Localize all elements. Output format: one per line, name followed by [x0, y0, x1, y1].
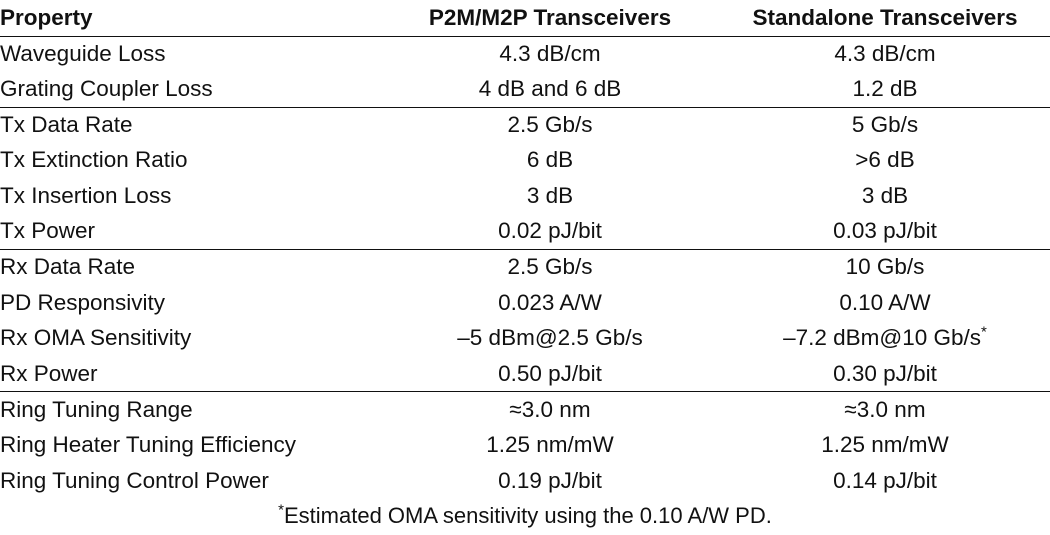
p2m-m2p-cell: 0.19 pJ/bit [498, 467, 602, 493]
header-p2m-m2p: P2M/M2P Transceivers [380, 0, 720, 37]
p2m-m2p-cell: 2.5 Gb/s [507, 111, 593, 137]
p2m-m2p-cell: 4.3 dB/cm [499, 40, 601, 66]
footnote-marker: * [278, 501, 284, 519]
property-cell: Tx Power [0, 213, 380, 251]
property-cell: Tx Data Rate [0, 111, 133, 137]
standalone-cell: 0.10 A/W [839, 289, 931, 315]
property-cell: Rx Data Rate [0, 254, 136, 280]
table-row: Ring Heater Tuning Efficiency 1.25 nm/mW 1… [0, 428, 1050, 464]
standalone-cell: 5 Gb/s [851, 111, 919, 137]
table-row: Tx Power 0.02 pJ/bit 0.03 pJ/bit [0, 213, 1050, 251]
standalone-cell: 1.2 dB [720, 71, 1050, 108]
table-row: Waveguide Loss 4.3 dB/cm 4.3 dB/cm [0, 36, 1050, 72]
standalone-cell: –7.2 dBm@10 Gb/s* [720, 321, 1050, 357]
header-standalone: Standalone Transceivers [720, 0, 1050, 37]
p2m-m2p-cell: 4 dB and 6 dB [380, 71, 720, 108]
property-cell: Ring Heater Tuning Efficiency [0, 432, 296, 458]
property-cell: Tx Insertion Loss [0, 182, 172, 208]
p2m-m2p-cell: ≈3.0 nm [509, 396, 591, 422]
p2m-m2p-cell: 3 dB [526, 182, 574, 208]
standalone-cell: >6 dB [855, 147, 915, 173]
p2m-m2p-cell: 0.50 pJ/bit [380, 356, 720, 393]
footnote: *Estimated OMA sensitivity using the 0.1… [0, 501, 1050, 529]
property-cell: Tx Extinction Ratio [0, 147, 188, 173]
header-property: Property [0, 0, 380, 37]
properties-table: Property P2M/M2P Transceivers Standalone… [0, 0, 1050, 499]
property-cell: Waveguide Loss [0, 40, 166, 66]
table-row: Rx Data Rate 2.5 Gb/s 10 Gb/s [0, 250, 1050, 286]
header-row: Property P2M/M2P Transceivers Standalone… [0, 0, 1050, 37]
p2m-m2p-cell: 2.5 Gb/s [507, 254, 593, 280]
standalone-cell: ≈3.0 nm [844, 396, 926, 422]
table-row: Rx OMA Sensitivity –5 dBm@2.5 Gb/s –7.2 dB… [0, 321, 1050, 357]
table-row: Tx Extinction Ratio 6 dB >6 dB [0, 143, 1050, 179]
footnote-text: Estimated OMA sensitivity using the 0.10… [283, 502, 772, 528]
table-row: PD Responsivity 0.023 A/W 0.10 A/W [0, 285, 1050, 321]
p2m-m2p-cell: 1.25 nm/mW [486, 432, 614, 458]
property-cell: Grating Coupler Loss [0, 71, 380, 108]
table-row: Ring Tuning Range ≈3.0 nm ≈3.0 nm [0, 392, 1050, 428]
table-row: Ring Tuning Control Power 0.19 pJ/bit 0.14… [0, 463, 1050, 499]
property-cell: Ring Tuning Control Power [0, 467, 269, 493]
property-cell: Rx OMA Sensitivity [0, 325, 192, 351]
p2m-m2p-cell: 0.02 pJ/bit [380, 213, 720, 251]
standalone-cell: 3 dB [861, 182, 909, 208]
table-row: Tx Insertion Loss 3 dB 3 dB [0, 178, 1050, 214]
cell-value: –7.2 dBm@10 Gb/s [783, 325, 982, 351]
table-header: Property P2M/M2P Transceivers Standalone… [0, 0, 1050, 37]
p2m-m2p-cell: 0.023 A/W [498, 289, 602, 315]
standalone-cell: 10 Gb/s [845, 254, 925, 280]
table-row: Grating Coupler Loss 4 dB and 6 dB 1.2 dB [0, 71, 1050, 108]
table-row: Rx Power 0.50 pJ/bit 0.30 pJ/bit [0, 356, 1050, 393]
property-cell: Ring Tuning Range [0, 396, 193, 422]
standalone-cell: 1.25 nm/mW [821, 432, 949, 458]
standalone-cell: 0.30 pJ/bit [720, 356, 1050, 393]
table-row: Tx Data Rate 2.5 Gb/s 5 Gb/s [0, 107, 1050, 143]
p2m-m2p-cell: 6 dB [526, 147, 574, 173]
p2m-m2p-cell: –5 dBm@2.5 Gb/s [457, 325, 643, 351]
standalone-cell: 4.3 dB/cm [834, 40, 936, 66]
property-cell: PD Responsivity [0, 289, 166, 315]
property-cell: Rx Power [0, 356, 380, 393]
standalone-cell: 0.14 pJ/bit [833, 467, 937, 493]
table-body: Waveguide Loss 4.3 dB/cm 4.3 dB/cm Grating … [0, 36, 1050, 499]
standalone-cell: 0.03 pJ/bit [720, 213, 1050, 251]
footnote-marker: * [981, 323, 987, 341]
